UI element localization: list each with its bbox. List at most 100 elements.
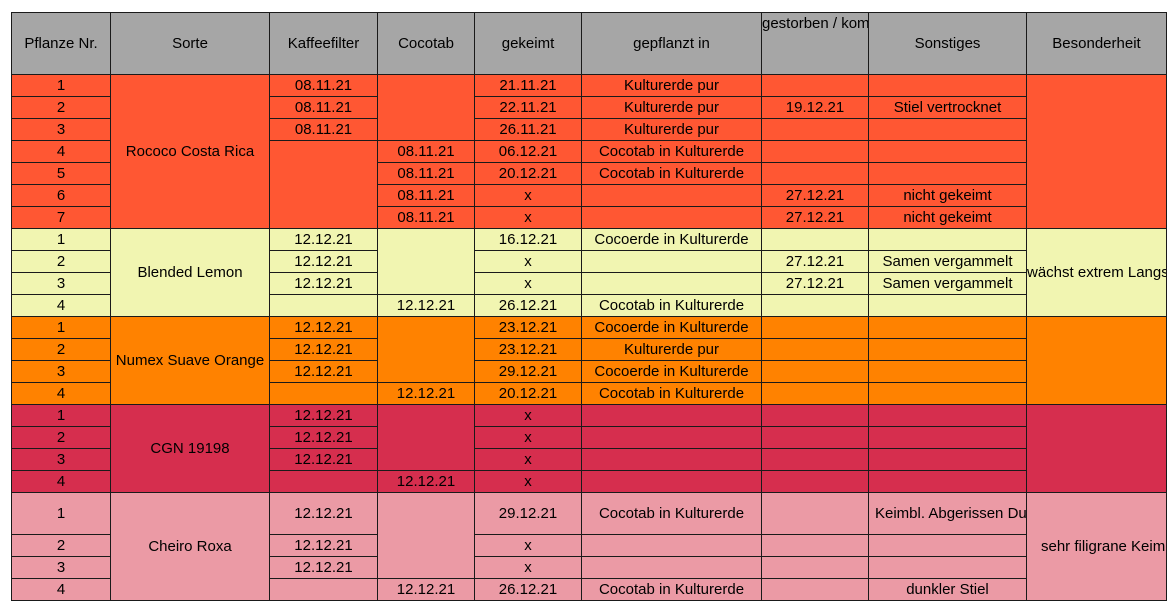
col-header-sorte[interactable]: Sorte: [110, 12, 270, 75]
cell-cocotab[interactable]: [377, 228, 475, 295]
cell-gepflanzt[interactable]: [581, 206, 762, 229]
cell-kaffeefilter[interactable]: [269, 294, 378, 317]
cell-gekeimt[interactable]: 20.12.21: [474, 162, 582, 185]
cell-gekeimt[interactable]: 26.12.21: [474, 294, 582, 317]
col-header-gestorben[interactable]: gestorben / kompostiert: [761, 12, 869, 75]
cell-nr[interactable]: 7: [11, 206, 111, 229]
cell-kaffeefilter[interactable]: [269, 140, 378, 229]
cell-gestorben[interactable]: [761, 338, 869, 361]
cell-nr[interactable]: 3: [11, 448, 111, 471]
cell-nr[interactable]: 2: [11, 338, 111, 361]
cell-sonstiges[interactable]: [868, 316, 1027, 339]
cell-kaffeefilter[interactable]: 12.12.21: [269, 250, 378, 273]
cell-cocotab[interactable]: 08.11.21: [377, 162, 475, 185]
cell-besonderheit[interactable]: [1026, 404, 1167, 493]
cell-sonstiges[interactable]: Samen vergammelt: [868, 250, 1027, 273]
cell-sorte[interactable]: Rococo Costa Rica: [110, 74, 270, 229]
cell-gestorben[interactable]: [761, 360, 869, 383]
cell-gepflanzt[interactable]: Kulturerde pur: [581, 338, 762, 361]
cell-sonstiges[interactable]: [868, 118, 1027, 141]
cell-sorte[interactable]: CGN 19198: [110, 404, 270, 493]
cell-gestorben[interactable]: [761, 140, 869, 163]
cell-gepflanzt[interactable]: [581, 556, 762, 579]
cell-gekeimt[interactable]: x: [474, 404, 582, 427]
cell-kaffeefilter[interactable]: 12.12.21: [269, 448, 378, 471]
cell-sorte[interactable]: Cheiro Roxa: [110, 492, 270, 601]
cell-nr[interactable]: 1: [11, 228, 111, 251]
cell-sonstiges[interactable]: [868, 382, 1027, 405]
cell-sorte[interactable]: Blended Lemon: [110, 228, 270, 317]
cell-gekeimt[interactable]: x: [474, 556, 582, 579]
cell-kaffeefilter[interactable]: 12.12.21: [269, 338, 378, 361]
cell-gestorben[interactable]: [761, 470, 869, 493]
cell-gestorben[interactable]: [761, 448, 869, 471]
cell-gekeimt[interactable]: x: [474, 448, 582, 471]
cell-gestorben[interactable]: [761, 492, 869, 535]
cell-gekeimt[interactable]: 26.11.21: [474, 118, 582, 141]
cell-gestorben[interactable]: [761, 228, 869, 251]
cell-gekeimt[interactable]: x: [474, 470, 582, 493]
cell-kaffeefilter[interactable]: 08.11.21: [269, 74, 378, 97]
cell-nr[interactable]: 5: [11, 162, 111, 185]
cell-gepflanzt[interactable]: Cocoerde in Kulturerde: [581, 360, 762, 383]
cell-gekeimt[interactable]: 29.12.21: [474, 492, 582, 535]
cell-gepflanzt[interactable]: [581, 426, 762, 449]
cell-besonderheit[interactable]: wächst extrem Langstielig: [1026, 228, 1167, 317]
cell-kaffeefilter[interactable]: 12.12.21: [269, 556, 378, 579]
cell-nr[interactable]: 2: [11, 534, 111, 557]
cell-gepflanzt[interactable]: Kulturerde pur: [581, 118, 762, 141]
cell-cocotab[interactable]: [377, 404, 475, 471]
cell-sonstiges[interactable]: Stiel vertrocknet: [868, 96, 1027, 119]
cell-gekeimt[interactable]: 16.12.21: [474, 228, 582, 251]
cell-gestorben[interactable]: 27.12.21: [761, 206, 869, 229]
cell-gepflanzt[interactable]: [581, 534, 762, 557]
cell-gepflanzt[interactable]: Cocotab in Kulturerde: [581, 578, 762, 601]
col-header-cocotab[interactable]: Cocotab: [377, 12, 475, 75]
cell-sonstiges[interactable]: dunkler Stiel: [868, 578, 1027, 601]
cell-cocotab[interactable]: 12.12.21: [377, 294, 475, 317]
cell-cocotab[interactable]: 12.12.21: [377, 382, 475, 405]
cell-gepflanzt[interactable]: Kulturerde pur: [581, 74, 762, 97]
cell-sonstiges[interactable]: [868, 534, 1027, 557]
cell-gekeimt[interactable]: 23.12.21: [474, 338, 582, 361]
cell-kaffeefilter[interactable]: 12.12.21: [269, 492, 378, 535]
cell-gepflanzt[interactable]: Cocotab in Kulturerde: [581, 492, 762, 535]
col-header-kaffeefilter[interactable]: Kaffeefilter: [269, 12, 378, 75]
cell-gepflanzt[interactable]: Cocotab in Kulturerde: [581, 140, 762, 163]
cell-gepflanzt[interactable]: Cocotab in Kulturerde: [581, 382, 762, 405]
cell-nr[interactable]: 6: [11, 184, 111, 207]
cell-kaffeefilter[interactable]: 08.11.21: [269, 96, 378, 119]
cell-gekeimt[interactable]: 22.11.21: [474, 96, 582, 119]
cell-gepflanzt[interactable]: [581, 404, 762, 427]
cell-gepflanzt[interactable]: [581, 184, 762, 207]
cell-gepflanzt[interactable]: Cocotab in Kulturerde: [581, 294, 762, 317]
cell-nr[interactable]: 4: [11, 382, 111, 405]
cell-gekeimt[interactable]: x: [474, 250, 582, 273]
cell-sonstiges[interactable]: [868, 338, 1027, 361]
cell-cocotab[interactable]: 08.11.21: [377, 206, 475, 229]
cell-besonderheit[interactable]: sehr filigrane Keimlinge: [1026, 492, 1167, 601]
cell-kaffeefilter[interactable]: 12.12.21: [269, 360, 378, 383]
cell-gekeimt[interactable]: x: [474, 206, 582, 229]
cell-gestorben[interactable]: [761, 556, 869, 579]
cell-sonstiges[interactable]: Samen vergammelt: [868, 272, 1027, 295]
cell-gekeimt[interactable]: 26.12.21: [474, 578, 582, 601]
cell-gepflanzt[interactable]: Cocoerde in Kulturerde: [581, 228, 762, 251]
cell-gekeimt[interactable]: x: [474, 534, 582, 557]
cell-sonstiges[interactable]: [868, 360, 1027, 383]
cell-kaffeefilter[interactable]: 12.12.21: [269, 228, 378, 251]
cell-nr[interactable]: 4: [11, 578, 111, 601]
cell-besonderheit[interactable]: [1026, 74, 1167, 229]
cell-gestorben[interactable]: 27.12.21: [761, 272, 869, 295]
cell-kaffeefilter[interactable]: 12.12.21: [269, 534, 378, 557]
cell-gepflanzt[interactable]: [581, 250, 762, 273]
cell-cocotab[interactable]: 12.12.21: [377, 470, 475, 493]
cell-gepflanzt[interactable]: Kulturerde pur: [581, 96, 762, 119]
cell-sonstiges[interactable]: [868, 74, 1027, 97]
cell-gepflanzt[interactable]: [581, 272, 762, 295]
cell-gestorben[interactable]: 27.12.21: [761, 184, 869, 207]
cell-kaffeefilter[interactable]: 12.12.21: [269, 426, 378, 449]
cell-gekeimt[interactable]: 06.12.21: [474, 140, 582, 163]
cell-gestorben[interactable]: 19.12.21: [761, 96, 869, 119]
cell-nr[interactable]: 2: [11, 426, 111, 449]
